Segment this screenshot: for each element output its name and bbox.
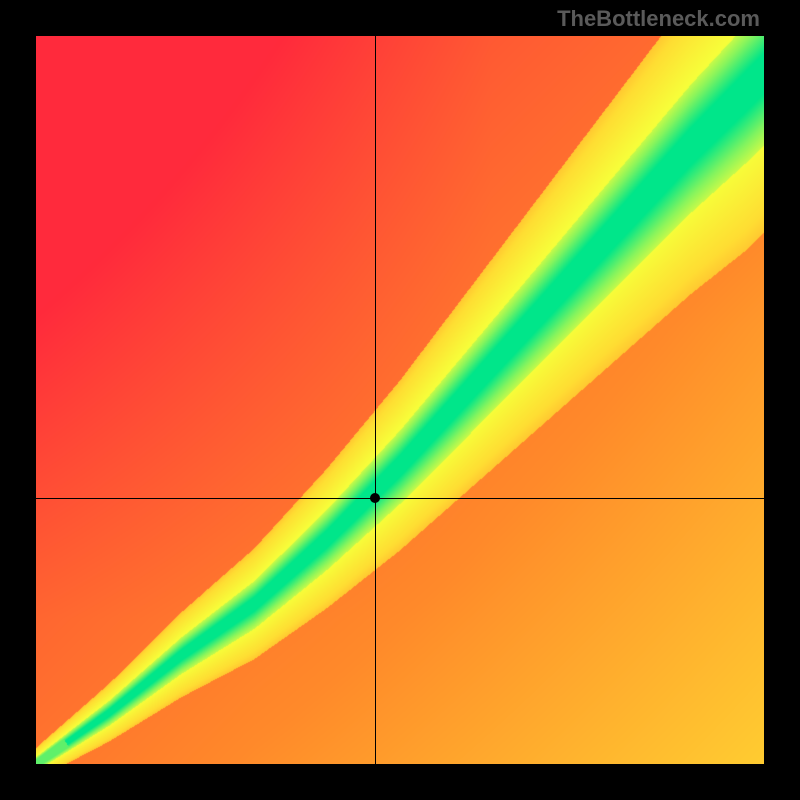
crosshair-marker <box>370 493 380 503</box>
heatmap-plot <box>36 36 764 764</box>
heatmap-canvas <box>36 36 764 764</box>
watermark-text: TheBottleneck.com <box>557 6 760 32</box>
crosshair-horizontal <box>36 498 764 499</box>
crosshair-vertical <box>375 36 376 764</box>
